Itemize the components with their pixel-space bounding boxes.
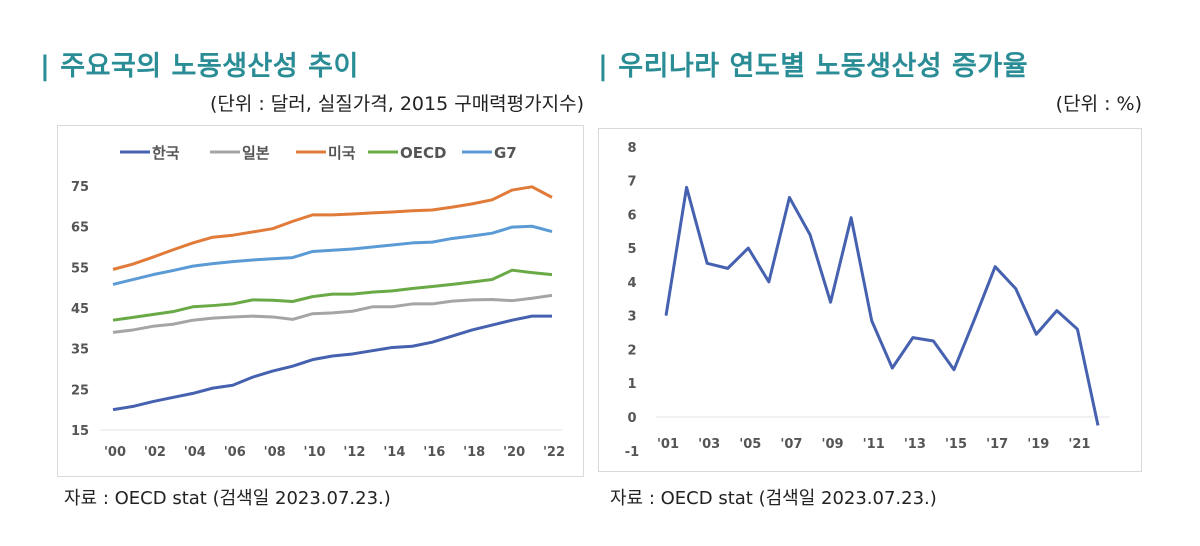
right-x-tick: '19 [1027, 437, 1049, 452]
legend-label: 한국 [152, 144, 180, 162]
left-x-tick: '20 [503, 445, 525, 460]
left-y-tick: 55 [71, 261, 89, 276]
left-x-tick: '18 [463, 445, 485, 460]
left-x-tick: '02 [144, 445, 166, 460]
right-y-tick: 6 [627, 208, 636, 223]
right-x-tick: '09 [822, 437, 844, 452]
left-y-tick: 65 [71, 221, 89, 236]
left-x-tick: '06 [224, 445, 246, 460]
left-series-line [112, 224, 553, 286]
right-chart-unit: (단위 : %) [1055, 93, 1142, 115]
left-x-tick: '04 [184, 445, 206, 460]
legend-label: 미국 [328, 144, 356, 162]
right-y-tick: 1 [627, 377, 636, 392]
right-y-tick: -1 [625, 445, 639, 460]
right-x-tick: '13 [904, 437, 926, 452]
right-y-tick: 7 [627, 175, 636, 190]
right-y-tick: 8 [627, 141, 636, 156]
left-x-tick: '14 [383, 445, 405, 460]
right-x-tick: '01 [657, 437, 679, 452]
left-x-tick: '08 [264, 445, 286, 460]
right-chart-frame [598, 128, 1142, 472]
left-x-tick: '10 [304, 445, 326, 460]
left-y-tick: 15 [71, 424, 89, 439]
left-series-line [112, 314, 552, 412]
left-y-tick: 75 [71, 180, 89, 195]
left-x-tick: '22 [543, 445, 565, 460]
left-series-line [112, 268, 553, 322]
right-chart-source: 자료 : OECD stat (검색일 2023.07.23.) [610, 488, 937, 509]
left-chart-unit: (단위 : 달러, 실질가격, 2015 구매력평가지수) [209, 93, 584, 115]
right-chart-title: | 우리나라 연도별 노동생산성 증가율 [598, 51, 1029, 82]
right-y-tick: 4 [627, 276, 636, 291]
left-x-tick: '00 [104, 445, 126, 460]
legend-label: G7 [494, 144, 517, 162]
right-x-tick: '03 [698, 437, 720, 452]
right-x-tick: '21 [1068, 437, 1090, 452]
right-x-tick: '11 [863, 437, 885, 452]
right-x-tick: '15 [945, 437, 967, 452]
left-x-tick: '12 [343, 445, 365, 460]
left-y-tick: 25 [71, 383, 89, 398]
right-x-tick: '17 [986, 437, 1008, 452]
left-y-tick: 45 [71, 302, 89, 317]
left-y-tick: 35 [71, 343, 89, 358]
right-y-tick: 3 [627, 310, 636, 325]
left-chart-title: | 주요국의 노동생산성 추이 [40, 51, 359, 82]
left-chart-source: 자료 : OECD stat (검색일 2023.07.23.) [64, 488, 391, 509]
legend-label: OECD [400, 144, 446, 162]
right-x-tick: '05 [739, 437, 761, 452]
left-series-line [112, 293, 553, 334]
left-series-line [112, 185, 553, 271]
left-x-tick: '16 [423, 445, 445, 460]
right-y-tick: 2 [627, 343, 636, 358]
right-x-tick: '07 [780, 437, 802, 452]
legend-label: 일본 [242, 144, 270, 162]
right-series-line [664, 185, 1100, 426]
right-y-tick: 0 [627, 411, 636, 426]
right-y-tick: 5 [627, 242, 636, 257]
